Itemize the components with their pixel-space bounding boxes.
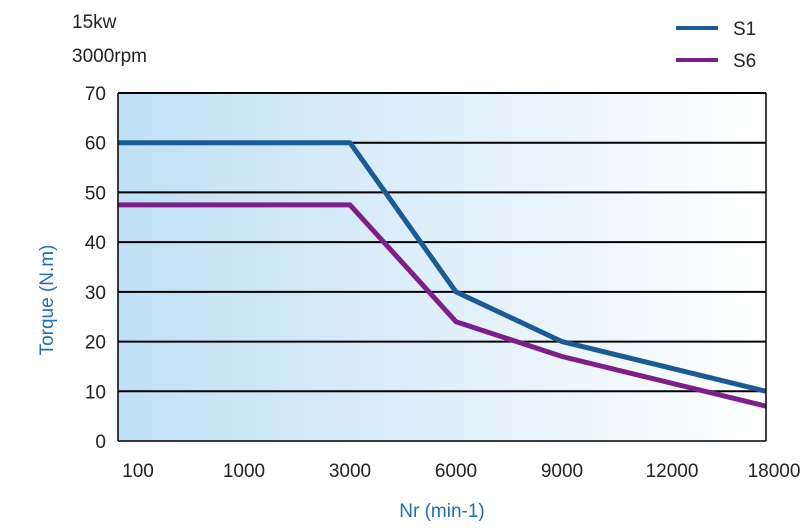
series-lines xyxy=(118,140,767,409)
y-tick-labels: 0 10 20 30 40 50 60 70 xyxy=(85,84,106,453)
x-tick-label-18000: 18000 xyxy=(748,461,801,482)
y-axis-label: Torque (N.m) xyxy=(37,245,58,356)
x-tick-label-12000: 12000 xyxy=(646,461,699,482)
y-tick-label-30: 30 xyxy=(85,283,106,304)
y-tick-label-0: 0 xyxy=(95,432,106,453)
x-tick-label-6000: 6000 xyxy=(435,461,477,482)
y-tick-label-40: 40 xyxy=(85,233,106,254)
y-tick-label-10: 10 xyxy=(85,382,106,403)
x-tick-label-9000: 9000 xyxy=(541,461,583,482)
legend-label-s1: S1 xyxy=(733,19,756,40)
x-tick-label-100: 100 xyxy=(122,461,154,482)
x-tick-label-3000: 3000 xyxy=(329,461,371,482)
series-line-s6 xyxy=(118,202,767,409)
y-tick-label-50: 50 xyxy=(85,183,106,204)
y-tick-label-20: 20 xyxy=(85,333,106,354)
power-annotation: 15kw xyxy=(72,12,117,33)
legend: S1 S6 xyxy=(676,19,756,72)
rated-speed-annotation: 3000rpm xyxy=(72,46,147,67)
y-tick-label-70: 70 xyxy=(85,84,106,105)
x-tick-label-1000: 1000 xyxy=(223,461,265,482)
x-tick-labels: 100 1000 3000 6000 9000 12000 18000 xyxy=(122,461,800,482)
legend-label-s6: S6 xyxy=(733,51,756,72)
plot-area xyxy=(118,93,766,441)
y-tick-label-60: 60 xyxy=(85,134,106,155)
series-line-s1 xyxy=(118,140,767,394)
x-axis-label: Nr (min-1) xyxy=(399,501,485,522)
gridlines xyxy=(118,92,766,393)
